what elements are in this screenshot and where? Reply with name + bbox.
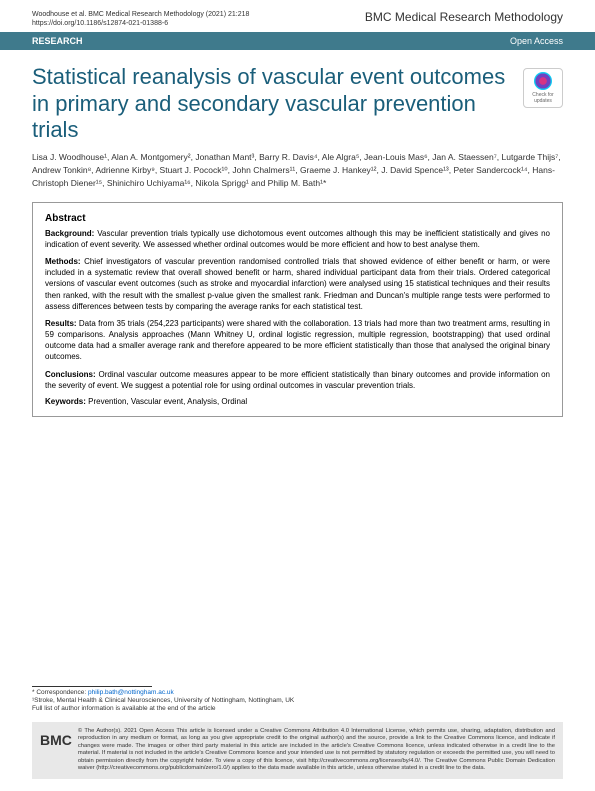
bmc-logo: BMC xyxy=(40,728,72,748)
results-text: Data from 35 trials (254,223 participant… xyxy=(45,319,550,362)
footer: * Correspondence: philip.bath@nottingham… xyxy=(0,686,595,791)
abstract-results: Results: Data from 35 trials (254,223 pa… xyxy=(45,318,550,363)
check-updates-badge[interactable]: Check for updates xyxy=(523,68,563,108)
conclusions-text: Ordinal vascular outcome measures appear… xyxy=(45,370,550,390)
background-label: Background: xyxy=(45,229,94,238)
open-access-label: Open Access xyxy=(510,36,563,46)
article-title: Statistical reanalysis of vascular event… xyxy=(32,64,513,143)
correspondence-block: * Correspondence: philip.bath@nottingham… xyxy=(32,689,563,714)
correspondence-email[interactable]: philip.bath@nottingham.ac.uk xyxy=(88,689,174,696)
abstract-background: Background: Vascular prevention trials t… xyxy=(45,228,550,250)
conclusions-label: Conclusions: xyxy=(45,370,96,379)
title-section: Statistical reanalysis of vascular event… xyxy=(0,50,595,149)
background-text: Vascular prevention trials typically use… xyxy=(45,229,550,249)
abstract-heading: Abstract xyxy=(45,213,550,224)
methods-label: Methods: xyxy=(45,257,81,266)
journal-name: BMC Medical Research Methodology xyxy=(365,10,563,24)
research-bar: RESEARCH Open Access xyxy=(0,32,595,50)
citation-block: Woodhouse et al. BMC Medical Research Me… xyxy=(32,10,249,28)
license-box: BMC © The Author(s). 2021 Open Access Th… xyxy=(32,722,563,779)
authors-list: Lisa J. Woodhouse¹, Alan A. Montgomery²,… xyxy=(0,149,595,201)
doi-text: https://doi.org/10.1186/s12874-021-01388… xyxy=(32,19,249,28)
correspondence-label: * Correspondence: xyxy=(32,689,86,696)
author-info-text: Full list of author information is avail… xyxy=(32,705,216,712)
keywords-text: Prevention, Vascular event, Analysis, Or… xyxy=(88,397,247,406)
check-updates-label: Check for updates xyxy=(524,92,562,104)
keywords-label: Keywords: xyxy=(45,397,86,406)
footer-divider xyxy=(32,686,152,687)
citation-text: Woodhouse et al. BMC Medical Research Me… xyxy=(32,10,249,19)
affiliation-text: ¹Stroke, Mental Health & Clinical Neuros… xyxy=(32,697,294,704)
crossmark-icon xyxy=(534,72,552,90)
article-type-label: RESEARCH xyxy=(32,36,83,46)
keywords: Keywords: Prevention, Vascular event, An… xyxy=(45,397,550,406)
header-meta: Woodhouse et al. BMC Medical Research Me… xyxy=(0,0,595,32)
methods-text: Chief investigators of vascular preventi… xyxy=(45,257,550,311)
abstract-conclusions: Conclusions: Ordinal vascular outcome me… xyxy=(45,369,550,391)
license-text: © The Author(s). 2021 Open Access This a… xyxy=(78,728,555,773)
abstract-box: Abstract Background: Vascular prevention… xyxy=(32,202,563,417)
results-label: Results: xyxy=(45,319,77,328)
abstract-methods: Methods: Chief investigators of vascular… xyxy=(45,256,550,312)
